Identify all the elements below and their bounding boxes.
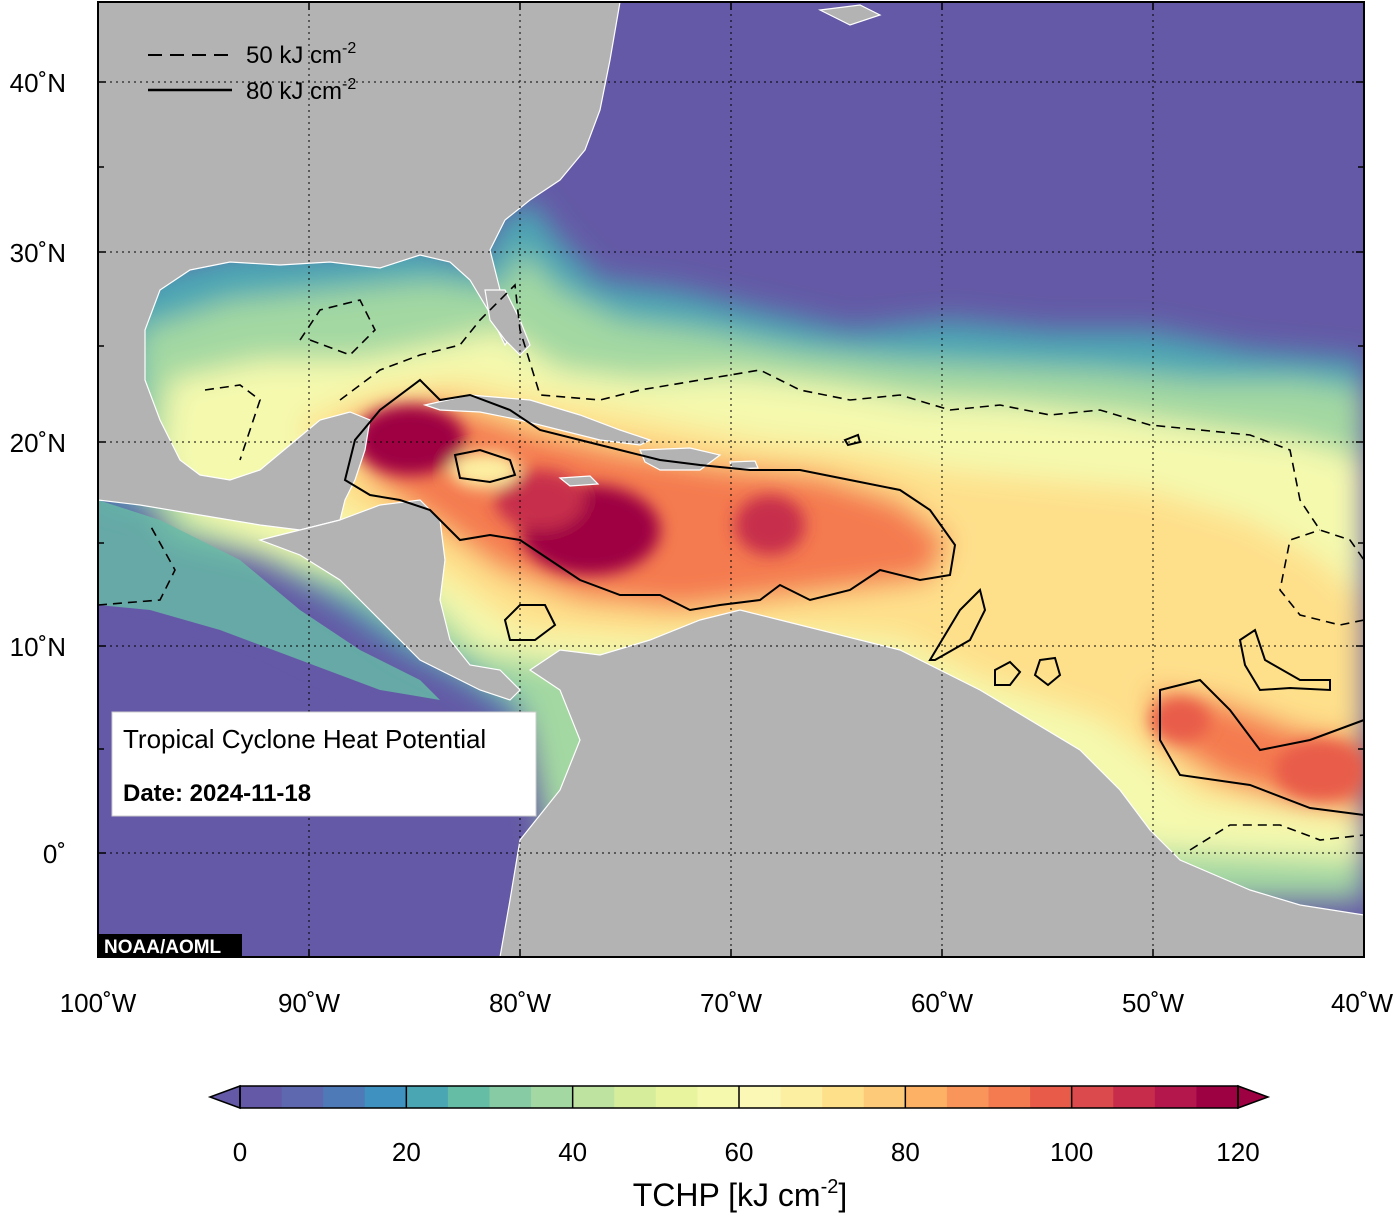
lat-label-10n: 10˚N xyxy=(10,632,66,662)
colorbar-tick-label: 120 xyxy=(1216,1137,1259,1167)
tick-marks xyxy=(98,2,1364,957)
info-box-background xyxy=(111,711,537,817)
colorbar-cell xyxy=(697,1086,740,1108)
colorbar-tick-label: 80 xyxy=(891,1137,920,1167)
colorbar-tick-label: 40 xyxy=(558,1137,587,1167)
land-central-america xyxy=(257,499,521,701)
colorbar-cell xyxy=(988,1086,1031,1108)
land-jamaica xyxy=(558,475,600,487)
lon-label-90w: 90˚W xyxy=(278,988,341,1018)
colorbar-max-arrow xyxy=(1237,1084,1271,1110)
info-box: Tropical Cyclone Heat Potential Date: 20… xyxy=(111,711,537,817)
contour-legend: 50 kJ cm-2 80 kJ cm-2 xyxy=(148,40,356,105)
lon-label-100w: 100˚W xyxy=(60,988,137,1018)
colorbar-cell xyxy=(1154,1086,1197,1108)
info-title: Tropical Cyclone Heat Potential xyxy=(123,724,486,754)
colorbar-cell xyxy=(489,1086,532,1108)
contour-80-island xyxy=(453,448,517,484)
colorbar-cell xyxy=(240,1086,283,1108)
colorbar-cell xyxy=(614,1086,657,1108)
colorbar-min-arrow xyxy=(207,1084,241,1110)
contours xyxy=(98,283,1364,851)
colorbar-cell xyxy=(406,1086,449,1108)
colorbar-cell xyxy=(822,1086,865,1108)
field-core-atlantic xyxy=(1275,740,1364,800)
lon-label-80w: 80˚W xyxy=(489,988,552,1018)
colorbar-tick-label: 20 xyxy=(392,1137,421,1167)
colorbar-label: TCHP [kJ cm-2] xyxy=(633,1176,848,1213)
lat-label-0: 0˚ xyxy=(43,839,66,869)
lon-labels: 100˚W 90˚W 80˚W 70˚W 60˚W 50˚W 40˚W xyxy=(60,988,1394,1018)
contour-80-south xyxy=(503,604,557,641)
colorbar-cells xyxy=(240,1086,1239,1108)
colorbar-cell xyxy=(281,1086,324,1108)
contour-80-atlantic-north xyxy=(1238,628,1331,692)
colorbar-tick-label: 100 xyxy=(1050,1137,1093,1167)
colorbar-cell xyxy=(572,1086,615,1108)
legend-dashed-label: 50 kJ cm-2 xyxy=(246,40,356,69)
colorbar-cell xyxy=(739,1086,782,1108)
land-florida xyxy=(484,289,531,356)
colorbar-cell xyxy=(905,1086,948,1108)
land-cuba xyxy=(422,394,652,446)
pacific-coastal-band xyxy=(98,500,440,700)
contour-80-atlantic xyxy=(1159,678,1364,817)
colorbar-cell xyxy=(531,1086,574,1108)
colorbar-cell xyxy=(1071,1086,1114,1108)
colorbar-cell xyxy=(1030,1086,1073,1108)
lon-label-40w: 40˚W xyxy=(1331,988,1394,1018)
colorbar-cell xyxy=(655,1086,698,1108)
legend-solid-label: 80 kJ cm-2 xyxy=(246,76,356,105)
colorbar-cell xyxy=(447,1086,490,1108)
field-core-east-caribbean xyxy=(735,495,805,555)
land-north-america xyxy=(98,2,621,531)
colorbar: 0 20 40 60 80 100 120 TCHP [kJ cm-2] xyxy=(207,1084,1271,1213)
lon-label-70w: 70˚W xyxy=(700,988,763,1018)
field-core-atlantic-west xyxy=(1150,698,1210,742)
land xyxy=(98,2,1364,957)
contour-80-small-a xyxy=(994,660,1022,686)
lon-label-50w: 50˚W xyxy=(1122,988,1185,1018)
colorbar-cell xyxy=(780,1086,823,1108)
field-core-yucatan xyxy=(355,405,465,475)
credit-background xyxy=(98,934,242,957)
colorbar-cell xyxy=(323,1086,366,1108)
colorbar-cell xyxy=(364,1086,407,1108)
colorbar-cell xyxy=(1113,1086,1156,1108)
colorbar-cell xyxy=(946,1086,989,1108)
colorbar-tick-label: 60 xyxy=(725,1137,754,1167)
contour-80-east xyxy=(928,588,987,661)
colorbar-tick-label: 0 xyxy=(233,1137,247,1167)
field-cool-patch xyxy=(450,452,520,488)
lat-label-40n: 40˚N xyxy=(10,68,66,98)
land-nova-scotia xyxy=(817,4,882,26)
credit-badge: NOAA/AOML xyxy=(98,934,242,958)
lat-labels: 40˚N 30˚N 20˚N 10˚N 0˚ xyxy=(10,68,66,869)
lon-label-60w: 60˚W xyxy=(911,988,974,1018)
lat-label-20n: 20˚N xyxy=(10,428,66,458)
land-puerto-rico xyxy=(729,460,759,470)
credit-text: NOAA/AOML xyxy=(104,937,222,958)
contour-50-dashed xyxy=(98,283,1364,851)
graticule xyxy=(98,2,1364,957)
colorbar-cell xyxy=(1196,1086,1239,1108)
lat-label-30n: 30˚N xyxy=(10,238,66,268)
field-core-west xyxy=(495,470,585,530)
contour-80-small-b xyxy=(1033,656,1062,687)
colorbar-ticks: 0 20 40 60 80 100 120 xyxy=(233,1086,1260,1167)
colorbar-cell xyxy=(863,1086,906,1108)
field-band-orange xyxy=(350,400,950,610)
land-south-america xyxy=(499,609,1364,957)
contour-80-main xyxy=(343,378,957,612)
info-date: Date: 2024-11-18 xyxy=(123,780,311,807)
map-panel xyxy=(98,2,1364,957)
